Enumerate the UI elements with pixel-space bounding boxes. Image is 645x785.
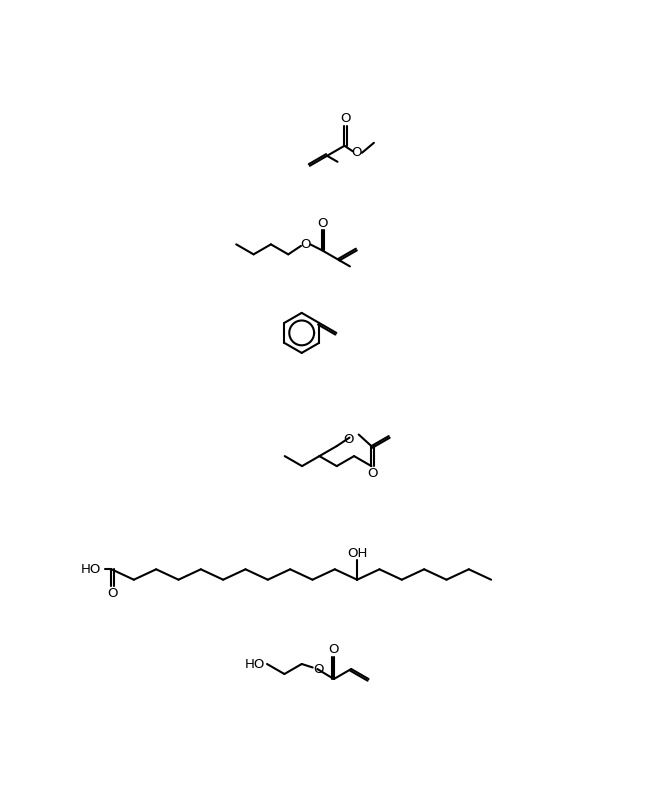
Text: O: O [318,217,328,230]
Text: O: O [328,643,339,656]
Text: O: O [107,586,117,600]
Text: O: O [367,466,377,480]
Text: O: O [352,146,362,159]
Text: HO: HO [81,563,101,575]
Text: O: O [340,112,350,126]
Text: OH: OH [347,547,368,560]
Text: O: O [343,433,353,446]
Text: HO: HO [245,658,266,670]
Text: O: O [301,238,311,251]
Text: O: O [313,663,324,676]
